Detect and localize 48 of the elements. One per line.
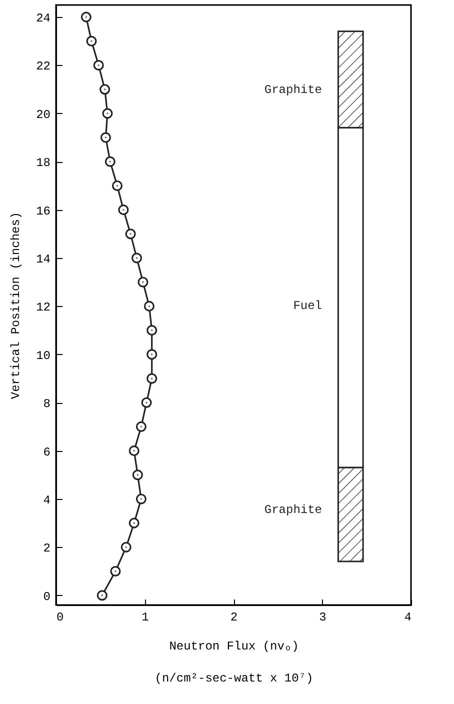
point	[128, 518, 140, 528]
y-tick-label: 24	[36, 12, 50, 26]
y-tick-label: 4	[43, 493, 50, 508]
y-tick-label: 22	[36, 60, 50, 74]
annotation: Graphite	[264, 503, 322, 517]
point	[110, 566, 121, 577]
y-tick-label: 16	[36, 204, 50, 218]
point	[80, 12, 92, 22]
point	[100, 84, 110, 95]
y-tick-label: 2	[43, 542, 50, 556]
point	[128, 446, 140, 456]
point	[93, 60, 104, 71]
point	[138, 276, 148, 288]
point	[146, 325, 158, 336]
point	[96, 590, 108, 601]
x-tick-label: 2	[230, 610, 238, 624]
point	[120, 542, 132, 552]
point	[125, 228, 136, 240]
text: Neutron Flux (nvₒ) (n/cm²-sec-watt x 10⁷)	[154, 640, 314, 686]
y-tick-label: 14	[36, 252, 50, 267]
point	[146, 373, 158, 384]
x-tick-label: 4	[404, 610, 412, 624]
y-tick-label: 6	[43, 445, 50, 460]
x-tick-label: 0	[56, 610, 64, 624]
x-tick-label: 1	[142, 610, 149, 624]
point	[136, 494, 146, 504]
point	[86, 36, 97, 46]
point	[100, 132, 111, 143]
x-tick-label: 3	[319, 610, 326, 624]
annotation: Graphite	[264, 83, 322, 97]
point	[131, 252, 142, 264]
point	[132, 470, 143, 480]
y-tick-label: 12	[36, 300, 50, 315]
annotation: Fuel	[293, 299, 322, 313]
point	[136, 421, 146, 432]
y-tick-label: 8	[43, 397, 50, 412]
point	[102, 108, 113, 119]
y-tick-label: 10	[36, 348, 50, 363]
point	[112, 180, 123, 191]
y-tick-label: 0	[43, 590, 50, 604]
y-tick-label: 20	[36, 108, 50, 122]
point	[141, 397, 152, 408]
y-tick-label: 18	[36, 156, 50, 170]
point	[104, 156, 116, 167]
point	[118, 204, 129, 216]
point	[144, 300, 154, 312]
y-axis-title: Vertical Position (inches)	[9, 212, 24, 400]
point	[146, 349, 158, 360]
